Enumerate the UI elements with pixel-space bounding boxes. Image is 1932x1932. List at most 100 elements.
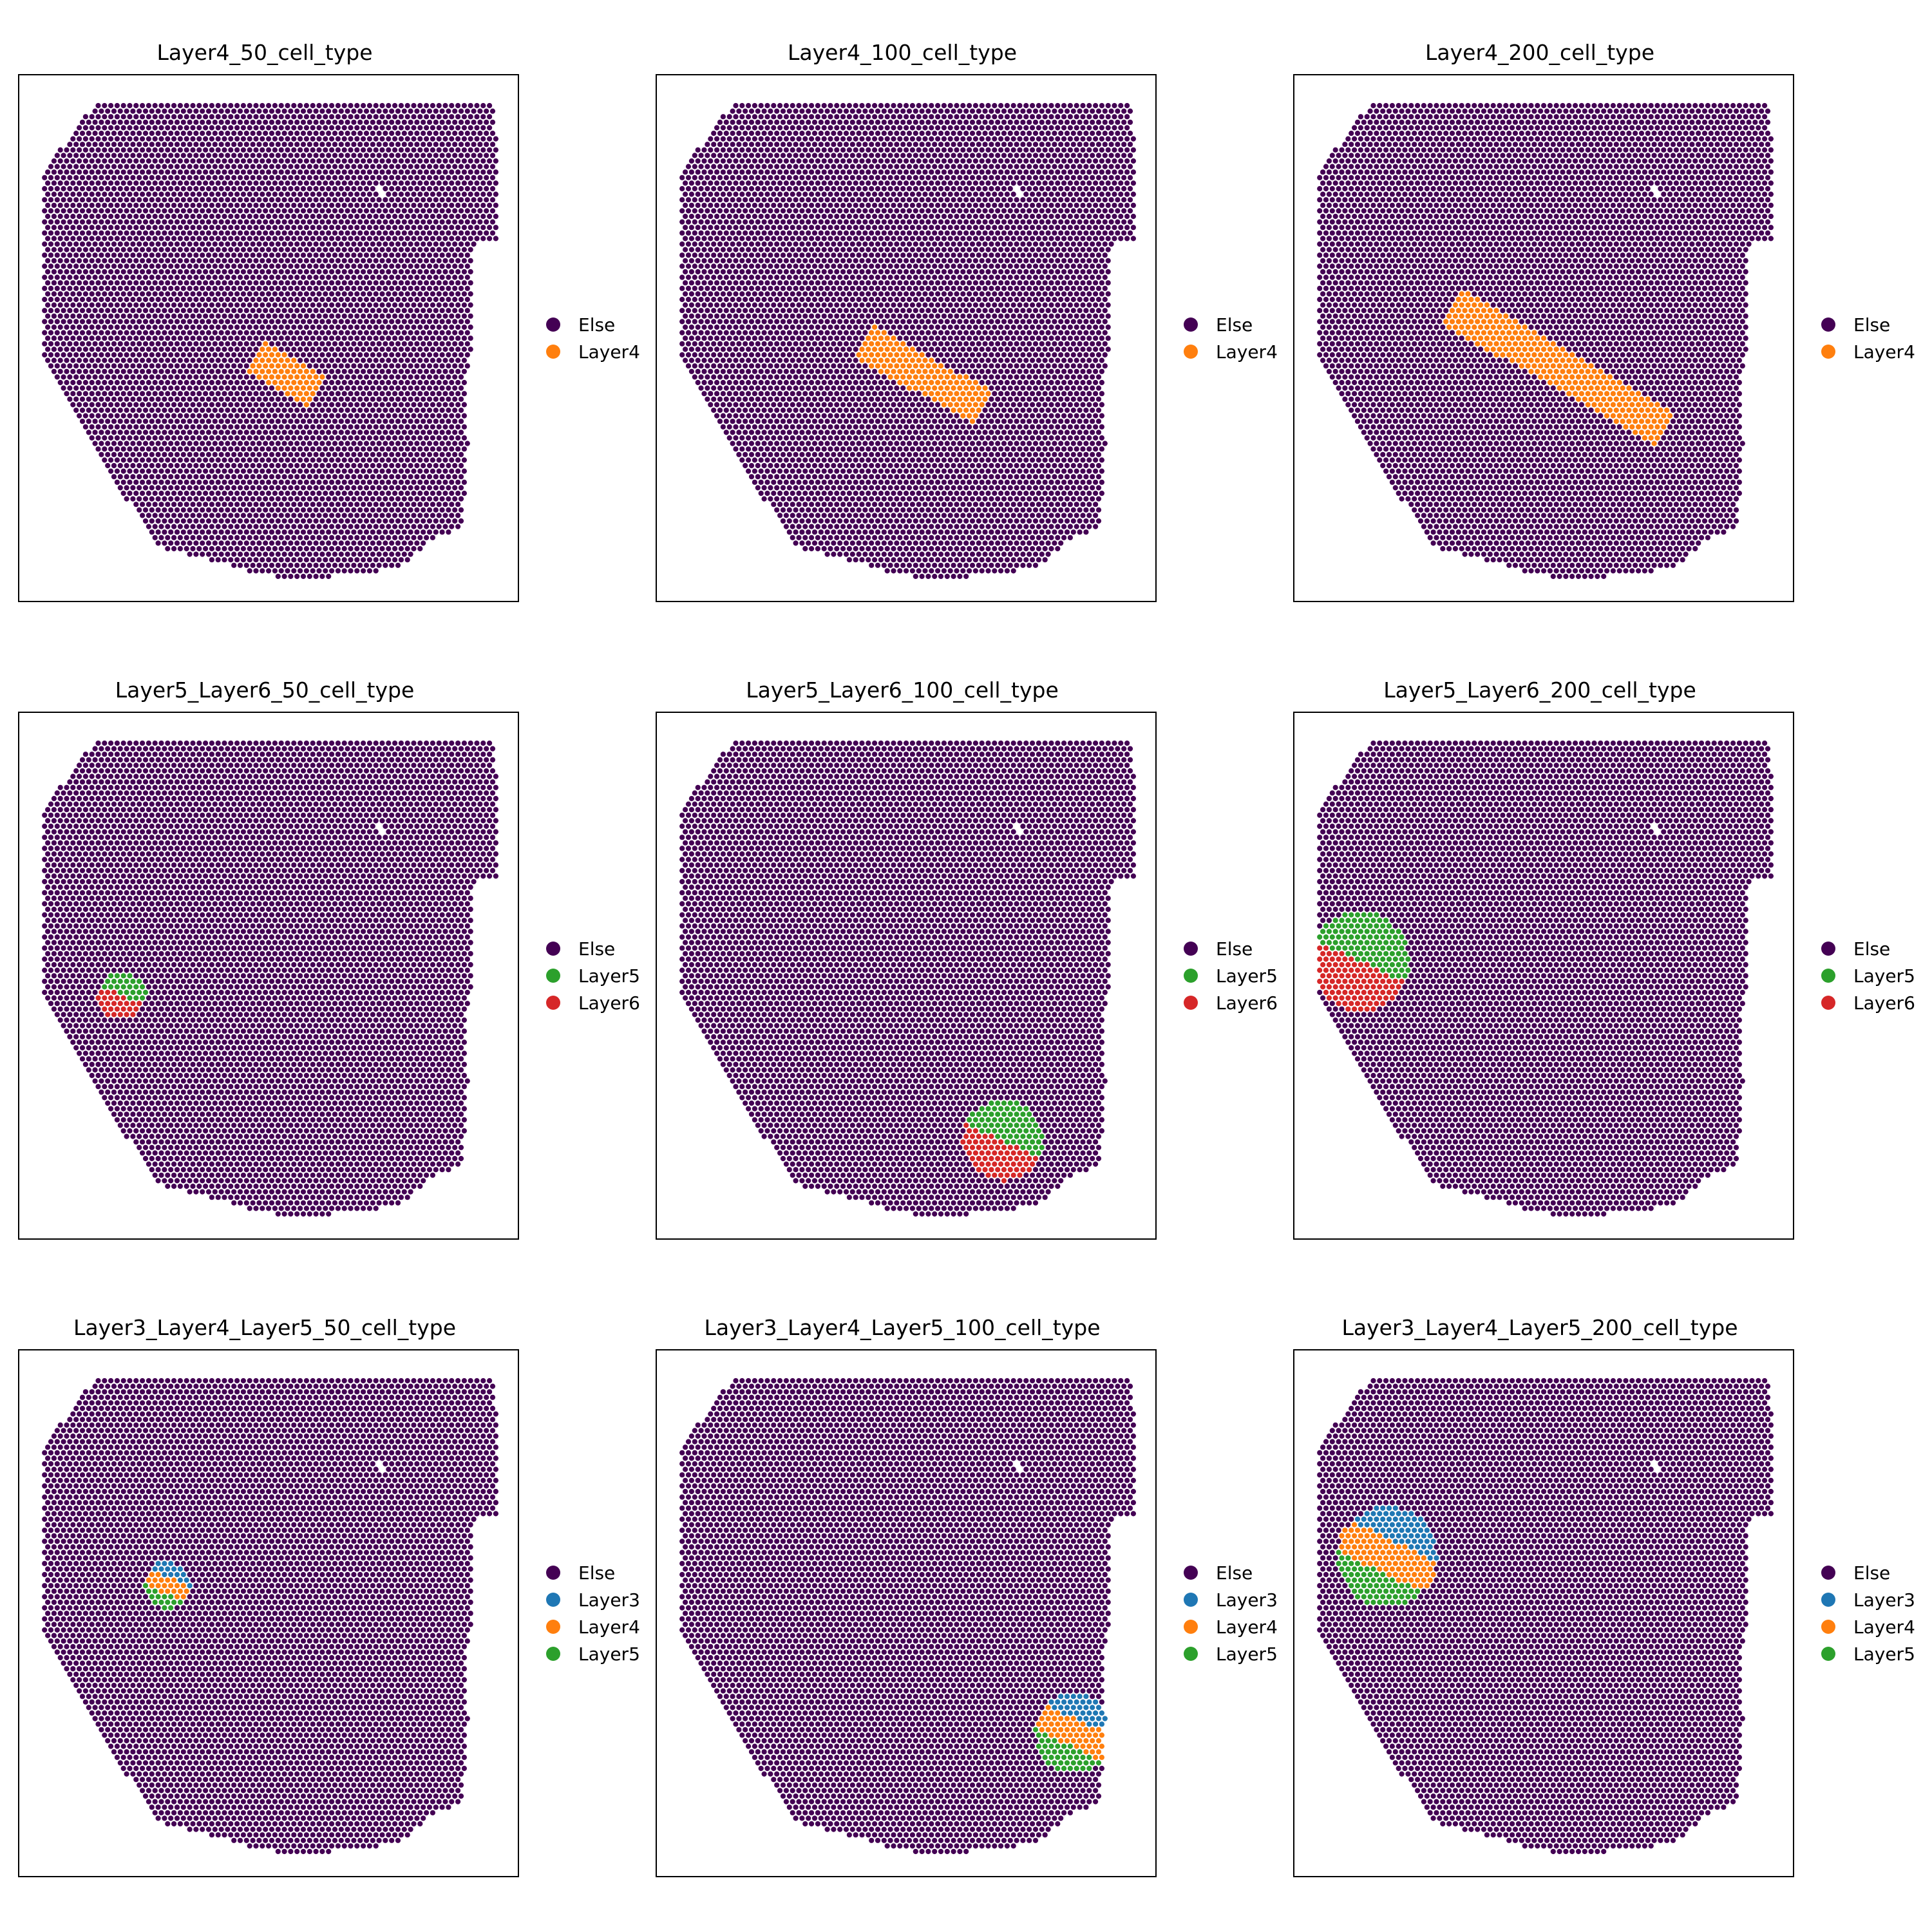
spot-else (209, 413, 214, 419)
spot-else (250, 407, 256, 413)
spot-else (281, 507, 287, 513)
spot-else (288, 396, 294, 402)
spot-else (430, 202, 436, 208)
spot-else (250, 430, 256, 435)
spot-else (212, 285, 218, 291)
spot-else (127, 180, 133, 186)
spot-else (386, 202, 392, 208)
spot-else (51, 169, 57, 175)
spot-else (411, 490, 417, 497)
spot-else (458, 241, 464, 247)
spot-else (370, 197, 375, 203)
spot-else (452, 219, 458, 225)
spot-else (468, 125, 473, 131)
spot-else (149, 474, 155, 480)
spot-else (114, 313, 120, 319)
spot-else (373, 435, 379, 441)
spot-else (237, 507, 243, 513)
spot-else (180, 153, 186, 158)
spot-else (225, 197, 231, 203)
spot-else (212, 296, 218, 303)
spot-else (117, 396, 123, 402)
spot-else (193, 440, 199, 446)
spot-else (370, 164, 375, 169)
spot-else (426, 396, 433, 402)
spot-else (319, 142, 325, 147)
spot-else (67, 319, 73, 325)
spot-else (108, 291, 114, 297)
spot-else (376, 319, 382, 325)
spot-else (203, 502, 209, 507)
spot-else (468, 191, 473, 197)
spot-else (373, 136, 379, 142)
spot-else (439, 440, 445, 446)
spot-else (114, 147, 120, 153)
spot-else (408, 507, 413, 513)
spot-else (127, 169, 133, 175)
spot-else (439, 474, 445, 480)
spot-else (260, 413, 265, 419)
spot-else (218, 197, 224, 203)
spot-else (165, 114, 171, 120)
spot-else (449, 424, 455, 430)
spot-else (193, 185, 199, 192)
spot-else (203, 102, 209, 109)
spot-else (386, 490, 392, 497)
spot-else (332, 230, 338, 236)
spot-else (133, 291, 139, 297)
spot-else (127, 391, 133, 397)
spot-else (263, 252, 269, 258)
spot-else (180, 341, 186, 346)
spot-else (140, 202, 146, 208)
spot-else (370, 352, 375, 358)
spot-else (341, 490, 347, 497)
spot-else (461, 435, 468, 441)
spot-else (256, 285, 262, 291)
spot-else (158, 368, 164, 374)
spot-else (162, 208, 167, 214)
spot-else (401, 130, 407, 137)
spot-else (180, 130, 186, 137)
spot-else (332, 308, 338, 314)
spot-else (461, 291, 468, 297)
spot-else (471, 130, 477, 137)
spot-else (174, 451, 180, 457)
spot-else (152, 324, 158, 330)
spot-else (158, 402, 164, 408)
spot-else (45, 313, 51, 319)
spot-else (373, 457, 379, 463)
spot-else (461, 225, 468, 231)
spot-layer4 (300, 396, 307, 402)
spot-else (307, 219, 312, 225)
spot-else (105, 252, 111, 258)
spot-else (155, 130, 161, 137)
spot-else (446, 175, 451, 180)
spot-else (215, 513, 221, 518)
spot-else (187, 185, 193, 192)
spot-else (354, 391, 360, 397)
spot-else (92, 341, 98, 346)
spot-else (351, 419, 357, 424)
spot-else (222, 457, 227, 463)
spot-else (165, 502, 171, 507)
spot-else (401, 219, 407, 225)
spot-else (354, 513, 360, 518)
spot-else (184, 336, 189, 341)
spot-else (165, 513, 171, 518)
spot-else (404, 169, 410, 175)
spot-else (464, 119, 470, 125)
spot-else (421, 175, 426, 180)
spot-else (379, 391, 385, 397)
spot-else (243, 462, 249, 469)
spot-else (190, 302, 196, 308)
spot-else (414, 296, 420, 303)
spot-else (79, 164, 86, 169)
spot-else (487, 102, 493, 109)
spot-else (323, 114, 328, 120)
spot-else (142, 518, 149, 524)
spot-else (357, 308, 363, 314)
spot-else (253, 502, 259, 507)
spot-else (247, 213, 252, 220)
spot-else (266, 213, 272, 220)
spot-else (417, 114, 423, 120)
